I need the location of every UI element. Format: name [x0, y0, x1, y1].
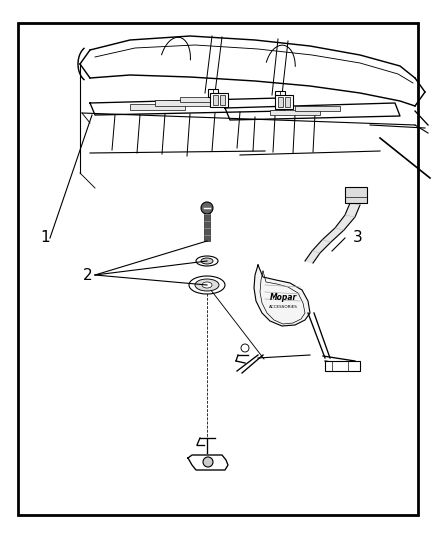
Text: 2: 2	[83, 268, 93, 282]
Bar	[130, 104, 185, 110]
Bar	[295, 106, 340, 111]
Polygon shape	[225, 103, 400, 120]
Ellipse shape	[189, 276, 225, 294]
Bar	[213, 95, 218, 105]
Polygon shape	[254, 265, 310, 326]
Bar	[204, 208, 210, 241]
Text: ACCESSORIES: ACCESSORIES	[268, 305, 297, 309]
Bar	[180, 97, 215, 102]
Bar	[270, 110, 320, 115]
Bar	[208, 89, 218, 97]
Bar	[275, 95, 293, 109]
Text: Mopar: Mopar	[269, 294, 297, 303]
Polygon shape	[90, 98, 285, 115]
Text: 3: 3	[353, 230, 363, 246]
Bar	[325, 361, 360, 371]
Circle shape	[241, 344, 249, 352]
Ellipse shape	[196, 256, 218, 266]
Polygon shape	[305, 203, 360, 263]
Circle shape	[201, 202, 213, 214]
Text: 1: 1	[40, 230, 50, 246]
Bar	[210, 93, 228, 107]
Bar	[155, 100, 210, 106]
Bar	[278, 97, 283, 107]
Ellipse shape	[195, 279, 219, 291]
Circle shape	[203, 457, 213, 467]
Bar	[285, 97, 290, 107]
Ellipse shape	[202, 282, 212, 288]
Bar	[275, 91, 285, 99]
Bar	[345, 187, 367, 203]
Ellipse shape	[201, 258, 213, 264]
Polygon shape	[188, 455, 228, 470]
Bar	[220, 95, 225, 105]
